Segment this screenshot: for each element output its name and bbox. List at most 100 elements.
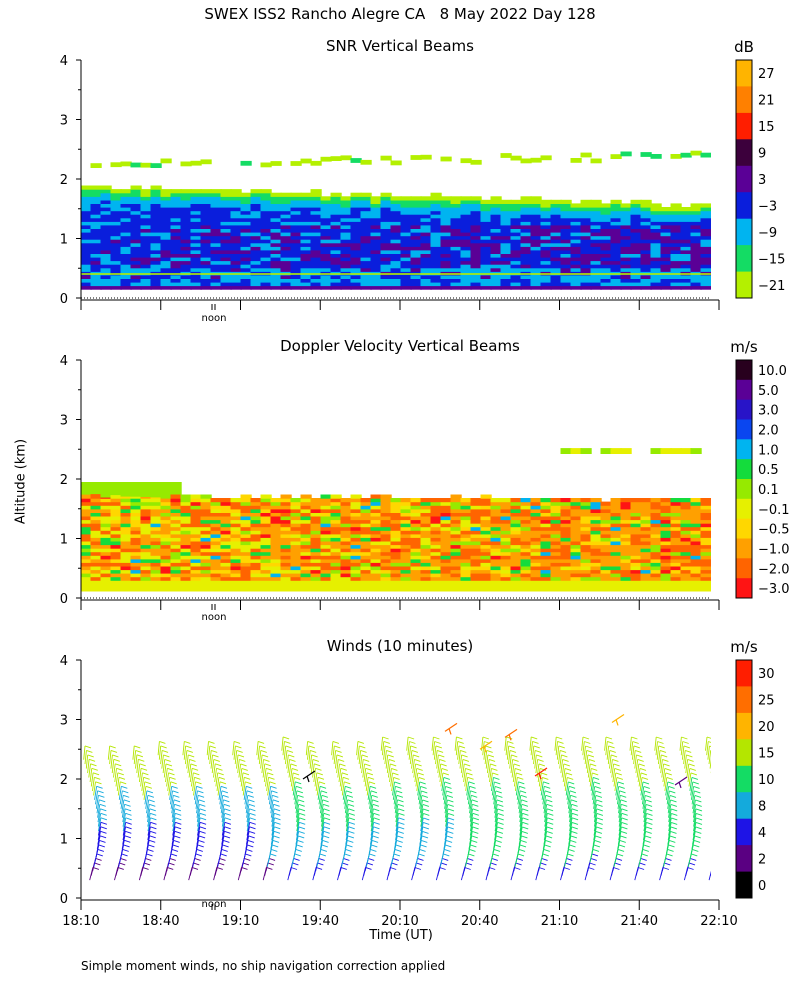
doppler-cell: [501, 541, 512, 545]
snr-cell: [501, 225, 512, 229]
doppler-cell: [351, 520, 362, 524]
snr-cell: [351, 218, 362, 222]
wind-barb-feather: [147, 791, 153, 793]
snr-cell: [91, 243, 102, 247]
doppler-cell: [391, 498, 402, 502]
snr-cell: [481, 239, 492, 243]
snr-cell: [311, 253, 322, 257]
snr-cell: [131, 250, 142, 254]
snr-cell: [491, 232, 502, 236]
doppler-cell: [351, 502, 362, 506]
colorbar-segment: [736, 272, 752, 299]
wind-barb-feather: [465, 768, 471, 770]
snr-cell: [211, 264, 222, 268]
wind-barb-feather: [693, 782, 699, 784]
doppler-cell: [451, 527, 462, 531]
doppler-cell: [621, 541, 632, 545]
doppler-cell: [111, 545, 122, 549]
doppler-cell: [441, 509, 452, 513]
snr-cell: [251, 264, 262, 268]
wind-barb-feather: [559, 746, 565, 748]
wind-barb-feather: [317, 773, 323, 775]
snr-cell: [171, 193, 182, 197]
snr-cell: [341, 232, 352, 236]
wind-barb-feather: [547, 822, 553, 824]
snr-cell: [291, 193, 302, 197]
wind-barb-feather: [367, 863, 373, 865]
snr-cell: [661, 228, 672, 232]
doppler-cell: [671, 509, 682, 513]
doppler-cell: [301, 537, 312, 541]
doppler-cell: [81, 530, 92, 534]
wind-barb-feather: [238, 755, 244, 757]
doppler-cell: [131, 545, 142, 549]
doppler-cell: [591, 509, 602, 513]
doppler-cell: [331, 509, 342, 513]
doppler-cell: [611, 562, 622, 566]
wind-barb: [511, 759, 513, 773]
snr-cell: [341, 275, 352, 279]
wind-barb-feather: [522, 813, 528, 815]
snr-cell: [101, 264, 112, 268]
doppler-cell: [561, 537, 572, 541]
wind-barb-feather: [393, 858, 399, 860]
doppler-cell: [381, 587, 392, 591]
wind-barb-feather: [719, 840, 725, 842]
wind-barb-feather: [443, 773, 449, 775]
snr-cell: [161, 261, 172, 265]
snr-cell: [701, 264, 712, 268]
snr-cell: [511, 225, 522, 229]
wind-barb-feather: [707, 737, 713, 739]
wind-barb-feather: [591, 858, 597, 860]
snr-cell: [151, 214, 162, 218]
snr-cell: [521, 203, 532, 207]
doppler-cell: [171, 541, 182, 545]
snr-cloud-layer: [141, 163, 152, 168]
wind-barb-feather: [547, 809, 553, 811]
snr-cell: [81, 275, 92, 279]
wind-barb-feather: [421, 845, 427, 847]
doppler-cell: [361, 520, 372, 524]
doppler-cell: [131, 587, 142, 591]
doppler-cell: [461, 566, 472, 570]
wind-barb-feather: [374, 827, 380, 829]
snr-cell: [211, 286, 222, 290]
wind-barb-feather: [631, 737, 637, 739]
wind-barb: [284, 746, 286, 760]
doppler-cell: [681, 584, 692, 588]
wind-barb-feather: [372, 840, 378, 842]
wind-barb: [90, 768, 92, 782]
snr-cell: [201, 214, 212, 218]
snr-cloud-layer: [471, 160, 482, 165]
doppler-cell: [301, 509, 312, 513]
snr-cell: [191, 207, 202, 211]
doppler-cell: [631, 562, 642, 566]
snr-cell: [681, 264, 692, 268]
wind-barb-feather: [122, 854, 128, 856]
doppler-cell: [281, 552, 292, 556]
wind-barb: [718, 804, 720, 817]
snr-cell: [101, 275, 112, 279]
snr-cell: [121, 250, 132, 254]
wind-barb-feather: [597, 809, 603, 811]
snr-cell: [181, 218, 192, 222]
doppler-cell: [471, 566, 482, 570]
wind-barb-feather: [496, 836, 502, 838]
doppler-cloud-layer: [561, 448, 572, 454]
wind-barb-feather: [695, 800, 701, 802]
doppler-cell: [531, 502, 542, 506]
snr-cell: [281, 243, 292, 247]
snr-cell: [391, 228, 402, 232]
snr-cell: [321, 232, 332, 236]
wind-barb-feather: [515, 768, 521, 770]
wind-barb-feather: [343, 777, 349, 779]
snr-cell: [261, 189, 272, 193]
doppler-cell: [701, 545, 712, 549]
doppler-cell: [351, 562, 362, 566]
doppler-cell: [541, 562, 552, 566]
wind-barb-feather: [656, 737, 662, 739]
wind-barb-feather: [344, 782, 350, 784]
wind-barb-feather: [250, 822, 256, 824]
doppler-cell: [671, 505, 682, 509]
wind-barb-feather: [119, 863, 125, 865]
